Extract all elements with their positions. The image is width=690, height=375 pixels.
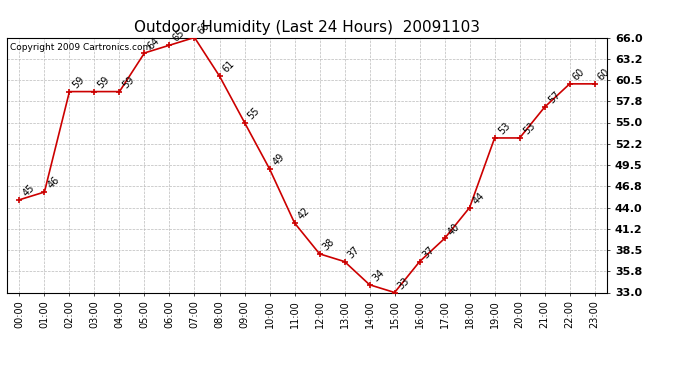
Text: 65: 65 bbox=[171, 28, 187, 44]
Text: 33: 33 bbox=[396, 275, 412, 291]
Text: 60: 60 bbox=[596, 67, 612, 82]
Text: 64: 64 bbox=[146, 36, 161, 52]
Text: 38: 38 bbox=[321, 237, 337, 252]
Text: 45: 45 bbox=[21, 183, 37, 198]
Text: 59: 59 bbox=[96, 74, 112, 90]
Text: 34: 34 bbox=[371, 268, 386, 284]
Title: Outdoor Humidity (Last 24 Hours)  20091103: Outdoor Humidity (Last 24 Hours) 2009110… bbox=[134, 20, 480, 35]
Text: Copyright 2009 Cartronics.com: Copyright 2009 Cartronics.com bbox=[10, 43, 151, 52]
Text: 53: 53 bbox=[521, 121, 537, 136]
Text: 59: 59 bbox=[71, 74, 87, 90]
Text: 66: 66 bbox=[196, 20, 212, 36]
Text: 42: 42 bbox=[296, 206, 312, 222]
Text: 44: 44 bbox=[471, 190, 486, 206]
Text: 37: 37 bbox=[346, 244, 362, 260]
Text: 40: 40 bbox=[446, 221, 462, 237]
Text: 60: 60 bbox=[571, 67, 586, 82]
Text: 61: 61 bbox=[221, 59, 237, 75]
Text: 55: 55 bbox=[246, 105, 262, 121]
Text: 37: 37 bbox=[421, 244, 437, 260]
Text: 49: 49 bbox=[271, 152, 286, 168]
Text: 57: 57 bbox=[546, 90, 562, 106]
Text: 53: 53 bbox=[496, 121, 512, 136]
Text: 46: 46 bbox=[46, 175, 61, 190]
Text: 59: 59 bbox=[121, 74, 137, 90]
